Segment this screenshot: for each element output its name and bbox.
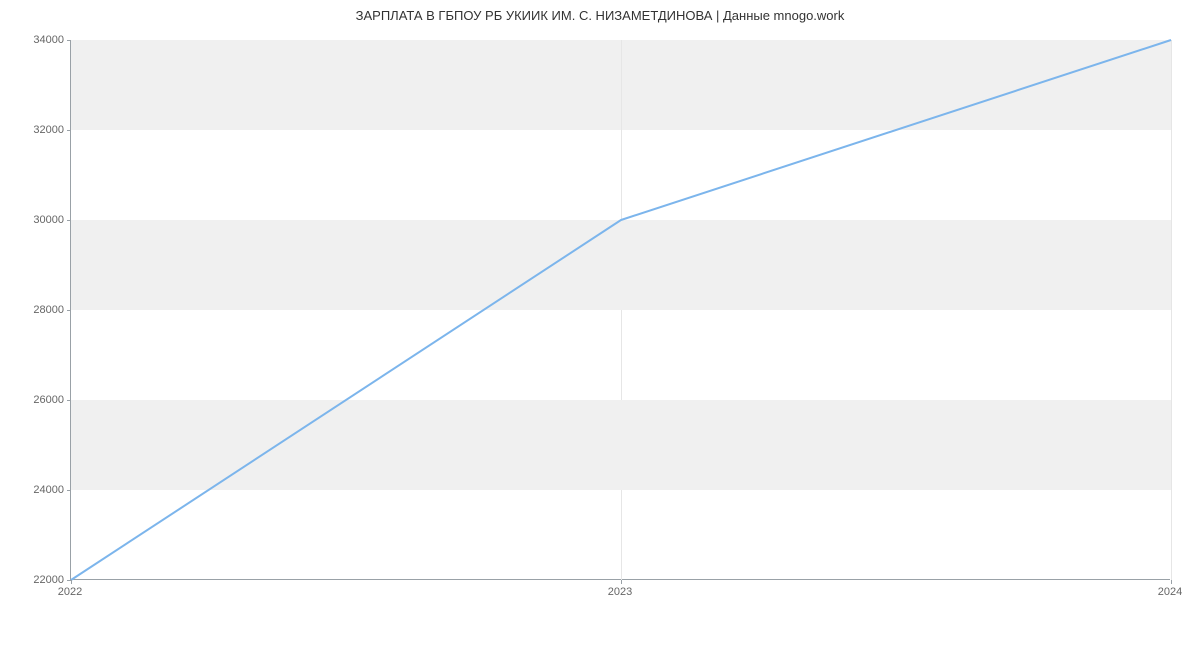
y-tick xyxy=(67,220,71,221)
y-axis-label: 28000 xyxy=(33,304,64,316)
x-axis-label: 2024 xyxy=(1158,586,1182,598)
y-tick xyxy=(67,490,71,491)
y-axis-label: 30000 xyxy=(33,214,64,226)
y-axis-label: 32000 xyxy=(33,124,64,136)
y-tick xyxy=(67,130,71,131)
x-tick xyxy=(71,580,72,584)
x-axis-label: 2022 xyxy=(58,586,82,598)
line-layer xyxy=(71,40,1171,580)
y-axis-label: 22000 xyxy=(33,574,64,586)
y-tick xyxy=(67,310,71,311)
y-tick xyxy=(67,400,71,401)
x-gridline xyxy=(1171,40,1172,580)
series-line xyxy=(71,40,1171,580)
y-tick xyxy=(67,40,71,41)
y-axis-label: 26000 xyxy=(33,394,64,406)
chart-title: ЗАРПЛАТА В ГБПОУ РБ УКИИК ИМ. С. НИЗАМЕТ… xyxy=(0,0,1200,23)
x-tick xyxy=(621,580,622,584)
chart-container: 2200024000260002800030000320003400020222… xyxy=(70,40,1170,580)
x-tick xyxy=(1171,580,1172,584)
plot-area xyxy=(70,40,1170,580)
x-axis-label: 2023 xyxy=(608,586,632,598)
y-axis-label: 24000 xyxy=(33,484,64,496)
y-axis-label: 34000 xyxy=(33,34,64,46)
